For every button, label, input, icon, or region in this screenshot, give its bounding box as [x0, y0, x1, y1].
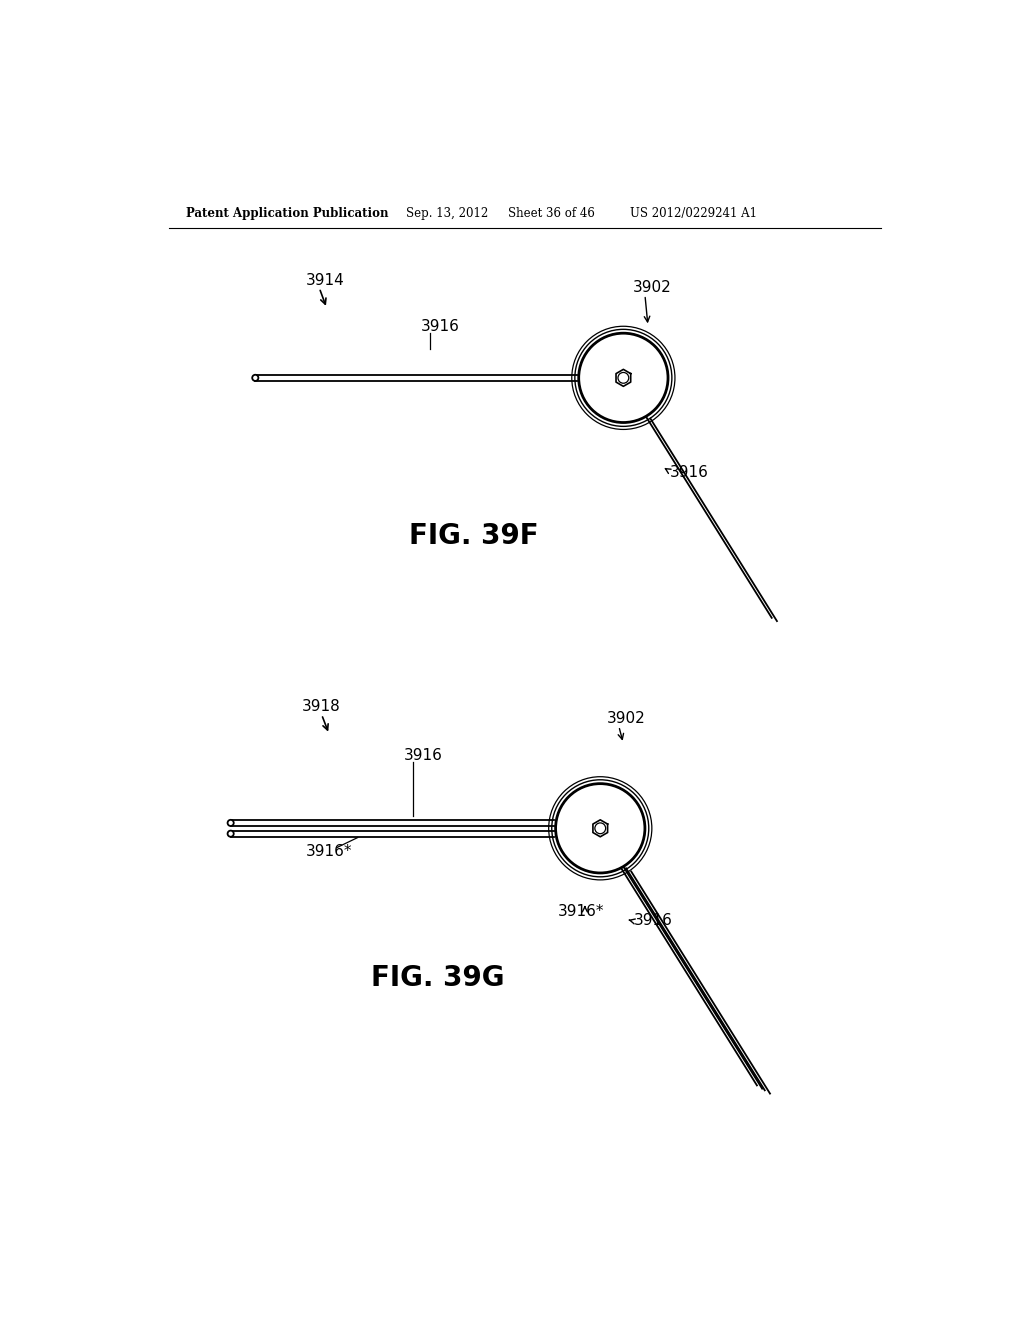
Text: 3902: 3902 — [606, 711, 645, 726]
Text: FIG. 39G: FIG. 39G — [371, 965, 504, 993]
Text: Sheet 36 of 46: Sheet 36 of 46 — [508, 207, 595, 220]
Circle shape — [595, 822, 605, 834]
Circle shape — [227, 830, 233, 837]
Text: 3916: 3916 — [403, 747, 442, 763]
Circle shape — [252, 375, 258, 381]
Text: US 2012/0229241 A1: US 2012/0229241 A1 — [630, 207, 757, 220]
Text: Sep. 13, 2012: Sep. 13, 2012 — [407, 207, 488, 220]
Text: 3916: 3916 — [634, 913, 672, 928]
Text: FIG. 39F: FIG. 39F — [410, 521, 539, 549]
Circle shape — [227, 820, 233, 826]
Text: Patent Application Publication: Patent Application Publication — [186, 207, 388, 220]
Text: 3918: 3918 — [301, 700, 340, 714]
Text: 3916*: 3916* — [306, 843, 352, 859]
Circle shape — [556, 784, 645, 873]
Circle shape — [617, 372, 629, 383]
Text: 3914: 3914 — [306, 272, 345, 288]
Text: 3916: 3916 — [421, 318, 460, 334]
Text: 3902: 3902 — [633, 280, 672, 296]
Text: 3916: 3916 — [670, 465, 709, 480]
Text: 3916*: 3916* — [558, 904, 604, 919]
Circle shape — [579, 333, 668, 422]
